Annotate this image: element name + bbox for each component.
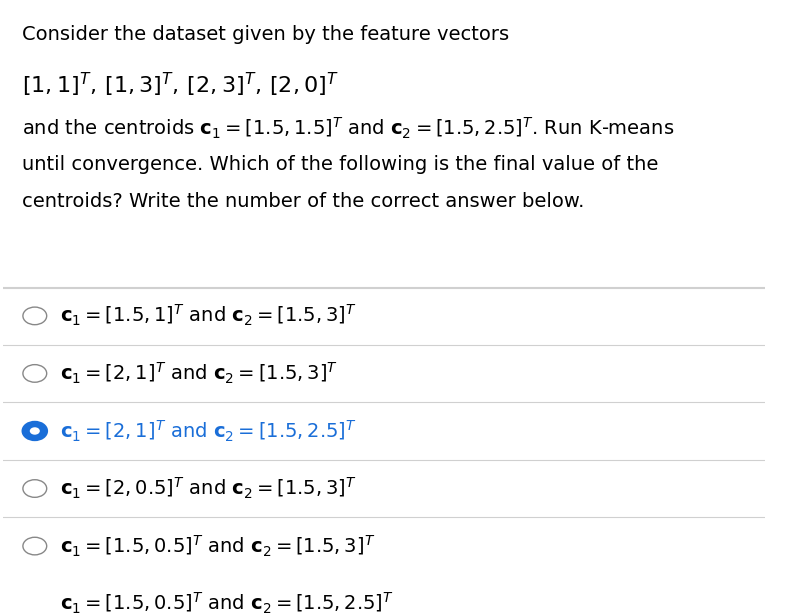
Circle shape: [23, 480, 47, 497]
Text: Consider the dataset given by the feature vectors: Consider the dataset given by the featur…: [22, 25, 509, 44]
Text: $\mathbf{c}_1 = [1.5, 1]^T$ and $\mathbf{c}_2 = [1.5, 3]^T$: $\mathbf{c}_1 = [1.5, 1]^T$ and $\mathbf…: [60, 303, 357, 329]
Text: $[1, 1]^T, \, [1, 3]^T, \, [2, 3]^T, \, [2, 0]^T$: $[1, 1]^T, \, [1, 3]^T, \, [2, 3]^T, \, …: [22, 70, 339, 99]
Text: $\mathbf{c}_1 = [2, 0.5]^T$ and $\mathbf{c}_2 = [1.5, 3]^T$: $\mathbf{c}_1 = [2, 0.5]^T$ and $\mathbf…: [60, 476, 357, 501]
Text: $\mathbf{c}_1 = [2, 1]^T$ and $\mathbf{c}_2 = [1.5, 2.5]^T$: $\mathbf{c}_1 = [2, 1]^T$ and $\mathbf{c…: [60, 419, 357, 444]
Text: until convergence. Which of the following is the final value of the: until convergence. Which of the followin…: [22, 155, 659, 174]
Circle shape: [23, 422, 47, 440]
Text: $\mathbf{c}_1 = [1.5, 0.5]^T$ and $\mathbf{c}_2 = [1.5, 2.5]^T$: $\mathbf{c}_1 = [1.5, 0.5]^T$ and $\math…: [60, 591, 394, 613]
Circle shape: [23, 595, 47, 612]
Text: $\mathbf{c}_1 = [1.5, 0.5]^T$ and $\mathbf{c}_2 = [1.5, 3]^T$: $\mathbf{c}_1 = [1.5, 0.5]^T$ and $\math…: [60, 533, 375, 558]
Circle shape: [23, 537, 47, 555]
Text: centroids? Write the number of the correct answer below.: centroids? Write the number of the corre…: [22, 192, 584, 211]
Circle shape: [23, 307, 47, 325]
Circle shape: [30, 427, 40, 435]
Text: and the centroids $\mathbf{c}_1 = [1.5, 1.5]^T$ and $\mathbf{c}_2 = [1.5, 2.5]^T: and the centroids $\mathbf{c}_1 = [1.5, …: [22, 116, 674, 141]
Circle shape: [23, 365, 47, 383]
Text: $\mathbf{c}_1 = [2, 1]^T$ and $\mathbf{c}_2 = [1.5, 3]^T$: $\mathbf{c}_1 = [2, 1]^T$ and $\mathbf{c…: [60, 361, 338, 386]
